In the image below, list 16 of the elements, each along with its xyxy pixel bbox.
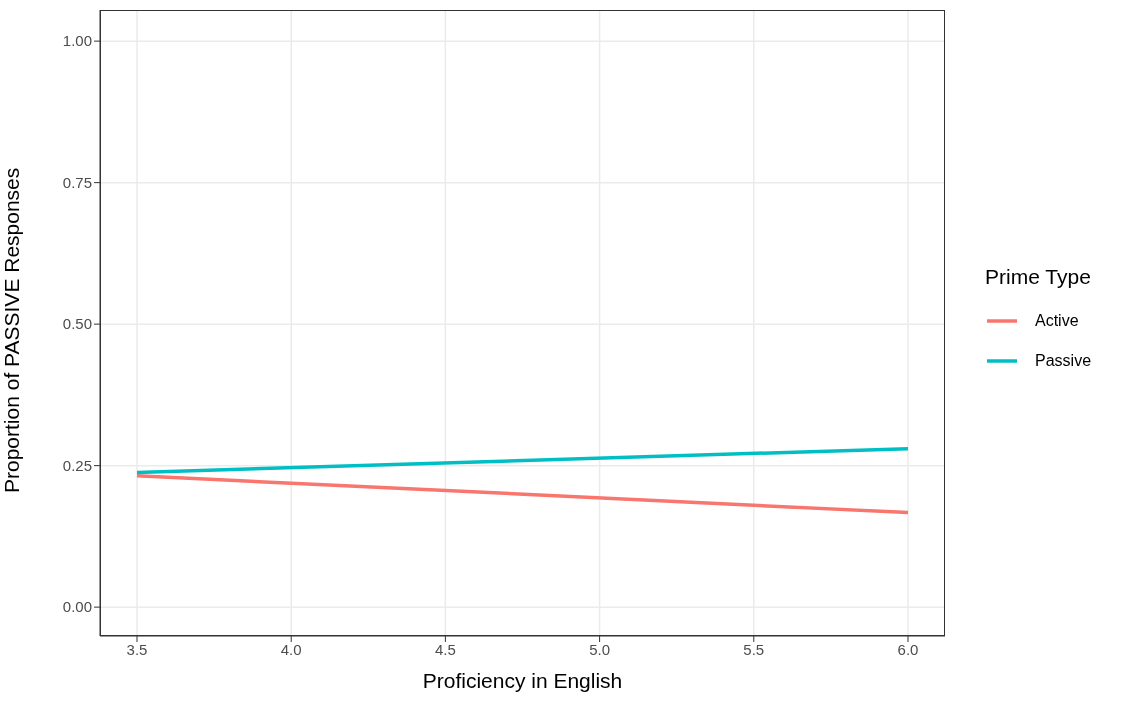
legend-label: Passive	[1035, 352, 1092, 370]
x-tick-label: 3.5	[126, 640, 148, 658]
x-tick-label: 4.0	[280, 640, 302, 658]
x-axis-title: Proficiency in English	[422, 669, 623, 692]
x-tick-label: 5.0	[589, 640, 611, 658]
y-tick-label: 0.50	[62, 315, 92, 333]
legend-title: Prime Type	[985, 265, 1092, 289]
x-tick-label: 6.0	[897, 640, 919, 658]
y-tick-label: 1.00	[62, 32, 92, 50]
y-tick-label: 0.00	[62, 598, 92, 616]
y-tick-label: 0.75	[62, 173, 92, 191]
y-tick-label: 0.25	[62, 456, 92, 474]
x-tick-label: 4.5	[434, 640, 456, 658]
y-axis-title: Proportion of PASSIVE Responses	[0, 167, 24, 493]
x-tick-label: 5.5	[743, 640, 765, 658]
legend-label: Active	[1035, 312, 1079, 330]
